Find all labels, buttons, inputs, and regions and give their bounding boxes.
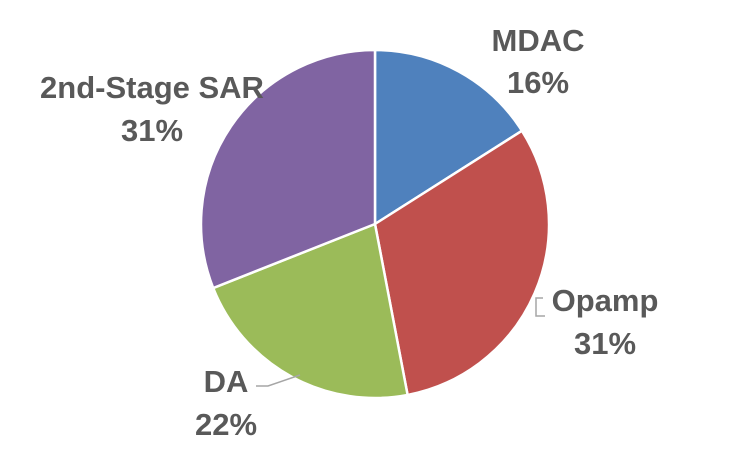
leader-line-opamp — [535, 297, 545, 317]
pie-slices — [199, 48, 551, 400]
pie-slice-mdac — [373, 48, 524, 227]
slice-label-opamp: Opamp — [552, 283, 659, 318]
pie-slice-da — [211, 222, 410, 400]
leader-lines — [256, 297, 545, 387]
pie-slice-2nd-stage-sar — [199, 48, 377, 290]
slice-labels: MDAC 16% Opamp 31% DA 22% 2nd-Stage SAR … — [40, 23, 658, 442]
slice-percent-da: 22% — [195, 407, 257, 442]
slice-percent-mdac: 16% — [507, 65, 569, 100]
leader-line-da — [256, 374, 301, 387]
slice-percent-2nd-stage-sar: 31% — [121, 113, 183, 148]
slice-percent-opamp: 31% — [574, 326, 636, 361]
pie-slice-opamp — [373, 129, 551, 397]
slice-label-2nd-stage-sar: 2nd-Stage SAR — [40, 70, 264, 105]
slice-label-mdac: MDAC — [492, 23, 585, 58]
slice-label-da: DA — [204, 364, 249, 399]
